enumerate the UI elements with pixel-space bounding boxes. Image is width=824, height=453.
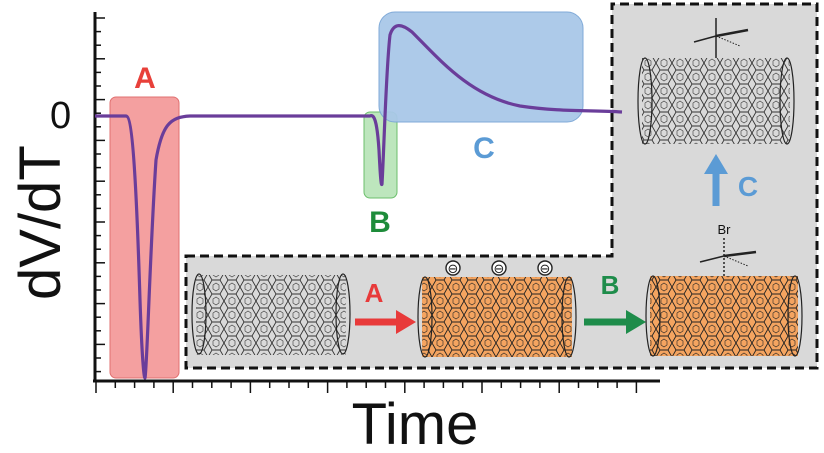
region-c-label: C xyxy=(473,132,495,165)
step-a-label: A xyxy=(365,278,384,308)
y-axis-ticks xyxy=(95,17,105,373)
x-axis-ticks xyxy=(95,381,638,393)
charge-symbol-2: ⊖ xyxy=(494,262,505,277)
arrow-a-icon xyxy=(355,310,416,334)
nanotube-brominated-icon xyxy=(645,238,803,357)
x-axis-label: Time xyxy=(352,392,479,453)
y-axis-label: dV/dT xyxy=(8,145,73,300)
nanotube-pristine-icon xyxy=(191,273,351,355)
region-b-label: B xyxy=(369,206,391,239)
region-a-label: A xyxy=(134,62,156,95)
arrow-b-icon xyxy=(584,310,646,334)
charge-symbol-3: ⊖ xyxy=(540,262,551,277)
charge-symbol-1: ⊖ xyxy=(448,262,459,277)
negative-charge-icons: ⊖ ⊖ ⊖ xyxy=(445,260,553,277)
arrow-c-icon xyxy=(704,154,728,206)
nanotube-charged-icon xyxy=(417,276,577,358)
y-zero-label: 0 xyxy=(50,95,71,137)
region-a-highlight xyxy=(109,96,180,379)
region-c-highlight xyxy=(378,11,584,123)
step-c-label: C xyxy=(738,171,758,202)
nanotube-functionalized-icon xyxy=(637,18,795,145)
dvdt-curve xyxy=(95,24,623,380)
step-b-label: B xyxy=(601,270,620,300)
bromine-label: Br xyxy=(718,222,732,237)
